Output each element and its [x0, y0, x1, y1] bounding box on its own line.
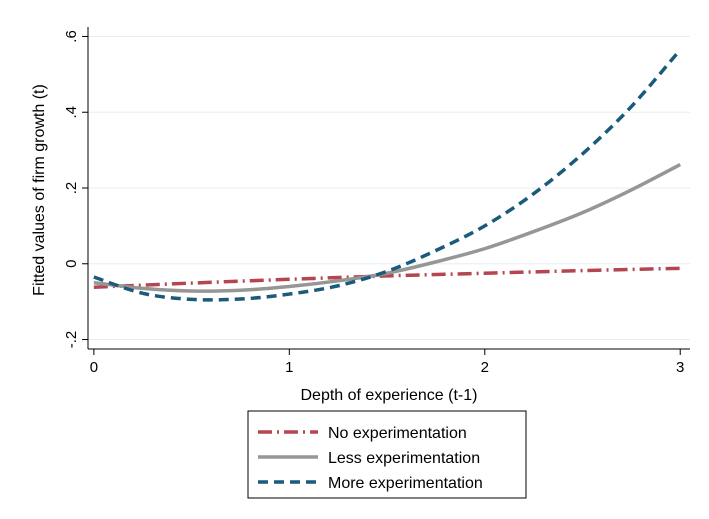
- x-tick-label: 2: [481, 359, 489, 376]
- legend: No experimentation Less experimentation Mo…: [247, 410, 527, 499]
- y-tick-label: -.2: [63, 331, 80, 349]
- legend-label: More experimentation: [328, 475, 483, 492]
- gridlines: [88, 35, 690, 341]
- y-tick-label: 0: [63, 260, 80, 268]
- series-layer: [93, 48, 682, 302]
- legend-label: No experimentation: [328, 425, 467, 442]
- x-tick-label: 3: [676, 359, 684, 376]
- y-tick-label: .6: [63, 30, 80, 43]
- y-axis-title: Fitted values of firm growth (t): [31, 84, 48, 296]
- x-axis-title: Depth of experience (t-1): [301, 387, 478, 404]
- y-axis-ticks: -.2 0 .2 .4 .6: [63, 30, 88, 348]
- series-line-2: [93, 162, 682, 293]
- y-tick-label: .2: [63, 182, 80, 195]
- x-tick-label: 1: [285, 359, 293, 376]
- legend-label: Less experimentation: [328, 450, 480, 467]
- series-line-3: [93, 48, 682, 302]
- y-tick-label: .4: [63, 106, 80, 119]
- series-line-1: [93, 266, 681, 289]
- x-tick-label: 0: [90, 359, 98, 376]
- x-axis-ticks: 0 1 2 3: [90, 349, 684, 376]
